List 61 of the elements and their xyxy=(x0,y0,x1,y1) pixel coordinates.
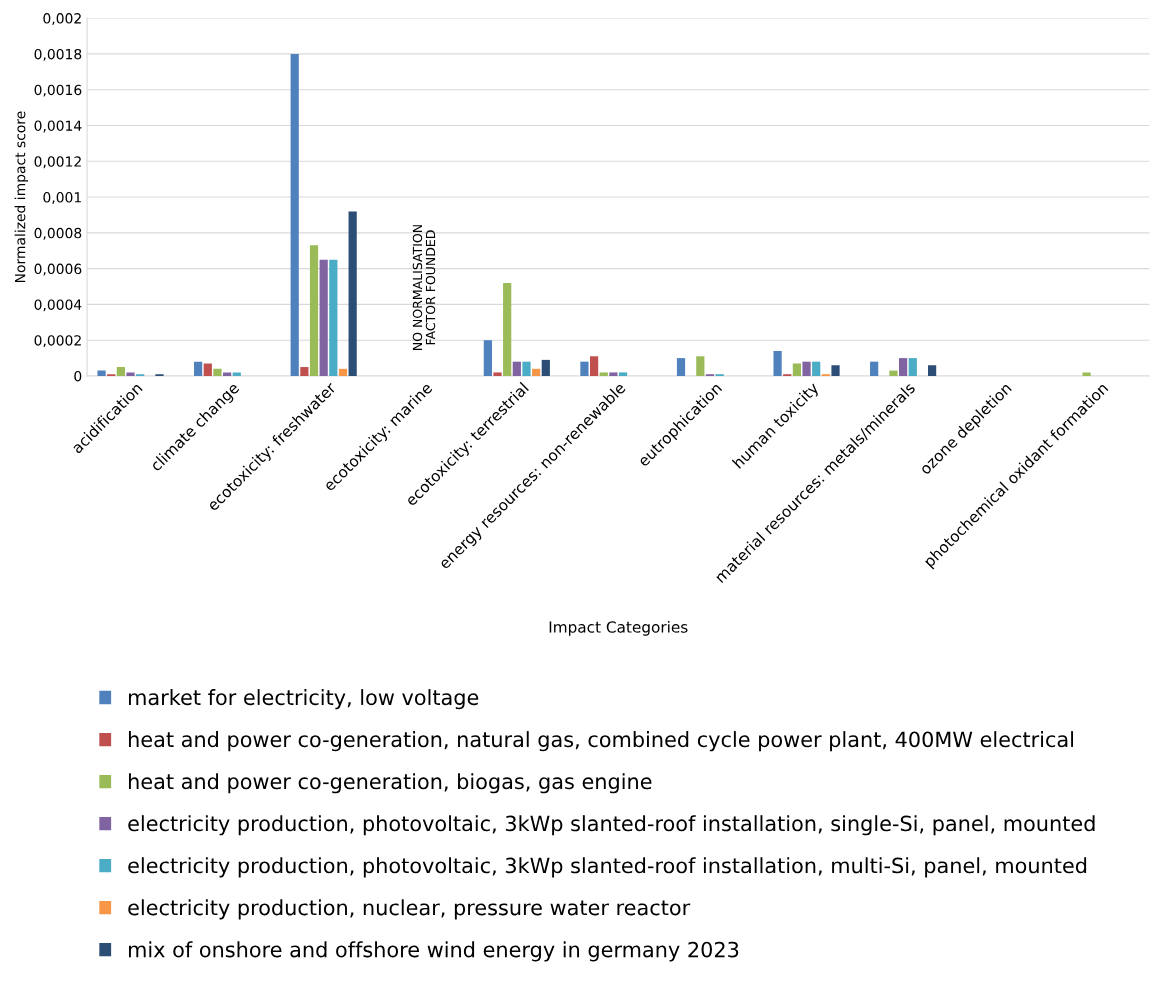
bar xyxy=(223,372,232,376)
legend-label: electricity production, photovoltaic, 3kWp slanted-roof installation, single-Si, panel, mounted xyxy=(128,815,1095,836)
bar xyxy=(792,363,801,376)
bar xyxy=(116,367,125,376)
bar xyxy=(290,53,299,376)
bar xyxy=(203,363,212,376)
legend-label: heat and power co-generation, natural gas, combined cycle power plant, 400MW electrical xyxy=(128,731,1074,752)
x-axis-title: Impact Categories xyxy=(549,620,688,636)
y-tick-label: 0,0018 xyxy=(34,48,82,61)
y-tick-label: 0 xyxy=(74,370,82,382)
bar xyxy=(609,372,618,376)
bar xyxy=(899,358,908,376)
bar xyxy=(309,245,319,376)
y-tick-label: 0,0002 xyxy=(34,335,81,348)
legend-label: market for electricity, low voltage xyxy=(128,689,479,710)
bar xyxy=(870,361,879,376)
bar xyxy=(493,372,502,376)
bar xyxy=(532,368,541,376)
bar xyxy=(483,340,492,376)
y-tick-label: 0,0012 xyxy=(34,156,81,169)
bar xyxy=(908,358,917,376)
y-tick-label: 0,0014 xyxy=(34,120,82,133)
bar xyxy=(696,356,705,376)
y-axis-title: Normalized impact score xyxy=(14,111,29,283)
y-tick-label: 0,0008 xyxy=(34,227,82,240)
bar xyxy=(522,361,531,376)
bar xyxy=(194,361,203,376)
bar xyxy=(802,361,811,376)
legend-label: heat and power co-generation, biogas, gas engine xyxy=(128,773,652,794)
legend-label: electricity production, nuclear, pressure water reactor xyxy=(128,899,691,920)
y-tick-label: 0,0004 xyxy=(34,299,82,312)
y-tick-label: 0,0006 xyxy=(34,263,82,276)
bar xyxy=(676,358,686,376)
bar xyxy=(348,211,357,376)
y-tick-label: 0,0016 xyxy=(34,84,82,97)
bar xyxy=(503,282,512,376)
bar xyxy=(97,370,106,376)
annotation: NO NORMALISATION FACTOR FOUNDED xyxy=(412,225,436,350)
bar xyxy=(126,372,135,376)
y-tick-label: 0,002 xyxy=(43,13,81,26)
bar xyxy=(889,370,898,376)
bar xyxy=(338,368,348,376)
bar xyxy=(512,361,521,376)
legend-label: mix of onshore and offshore wind energy in germany 2023 xyxy=(128,941,739,962)
bar xyxy=(300,367,309,376)
bar xyxy=(232,372,241,376)
bar xyxy=(1082,372,1091,376)
bar xyxy=(599,372,608,376)
bar xyxy=(812,361,821,376)
bar xyxy=(927,365,937,376)
bar xyxy=(541,359,550,376)
bar xyxy=(580,361,589,376)
bar xyxy=(618,372,628,376)
bar xyxy=(589,356,599,376)
bar xyxy=(831,365,840,376)
bar xyxy=(319,259,328,376)
bar xyxy=(773,350,782,376)
legend-label: electricity production, photovoltaic, 3kWp slanted-roof installation, multi-Si, panel, mounted xyxy=(128,857,1087,878)
y-tick-label: 0,001 xyxy=(43,192,81,204)
bar xyxy=(213,368,222,376)
bar xyxy=(329,259,338,376)
